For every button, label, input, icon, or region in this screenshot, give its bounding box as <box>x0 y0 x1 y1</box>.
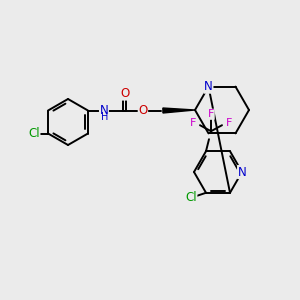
Polygon shape <box>163 108 195 113</box>
Text: Cl: Cl <box>185 191 197 204</box>
Text: F: F <box>190 118 196 128</box>
Text: O: O <box>138 104 148 117</box>
Text: F: F <box>208 109 214 119</box>
Text: F: F <box>226 118 232 128</box>
Text: O: O <box>120 87 130 100</box>
Text: N: N <box>204 80 213 93</box>
Text: Cl: Cl <box>28 127 40 140</box>
Text: N: N <box>238 166 246 178</box>
Text: H: H <box>101 112 109 122</box>
Text: N: N <box>100 104 108 117</box>
